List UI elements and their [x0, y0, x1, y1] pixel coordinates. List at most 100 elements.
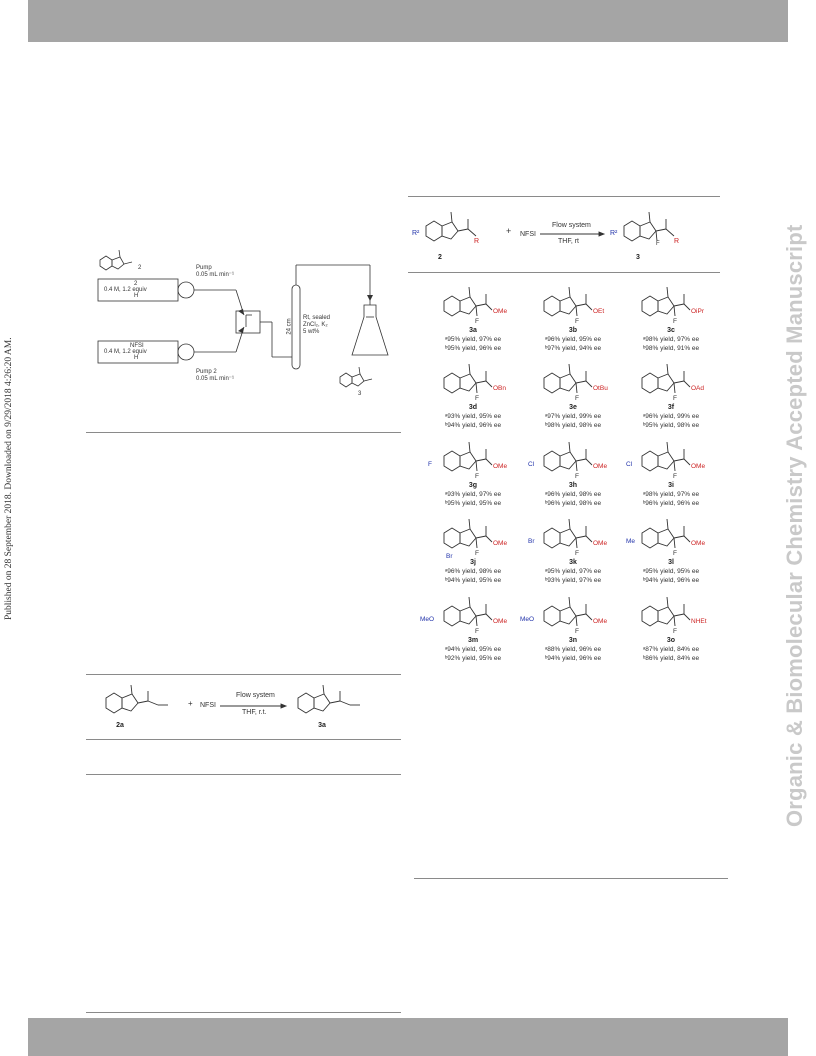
yield-a-3a: ᵃ95% yield, 97% ee — [444, 336, 502, 343]
ester-group-3c: OiPr — [691, 308, 705, 315]
yield-b-3h: ᵇ96% yield, 98% ee — [544, 500, 602, 507]
yield-a-3e: ᵃ97% yield, 99% ee — [544, 413, 602, 420]
yield-b-3e: ᵇ98% yield, 98% ee — [544, 422, 602, 429]
substituent-3k: Br — [528, 538, 535, 545]
fluorine-label-3a: F — [475, 318, 479, 325]
reactor-desc2: ZnCl₂, K₂ — [303, 322, 328, 328]
feed1-line2: 0.4 M, 1.2 equiv — [104, 287, 147, 293]
structure-3a: OMe F — [443, 286, 507, 325]
substituent-3i: Cl — [626, 461, 633, 468]
ester-group-3i: OMe — [691, 463, 705, 470]
feed2-line2: 0.4 M, 1.2 equiv — [104, 349, 147, 355]
yield-a-3f: ᵃ96% yield, 99% ee — [642, 413, 700, 420]
yield-b-3c: ᵇ98% yield, 91% ee — [642, 345, 700, 352]
fluorine-label-3i: F — [673, 473, 677, 480]
compound-label-3i: 3i — [668, 482, 674, 489]
feed2-line1: NFSI — [130, 343, 144, 349]
pump1-rate: 0.05 mL min⁻¹ — [196, 272, 234, 278]
compound-entry-3c: OiPr F 3c ᵃ98% yield, 97% ee ᵇ98% yield, 91%… — [616, 283, 726, 361]
structure-3c: OiPr F — [641, 286, 705, 325]
structure-3g: OMe F F — [428, 441, 507, 480]
compound-label-3k: 3k — [569, 559, 577, 566]
structure-3n: OMe F MeO — [520, 596, 607, 635]
fluorine-label-3n: F — [575, 628, 579, 635]
rule-right-2 — [408, 272, 720, 273]
feed1-line1: 2 — [134, 281, 138, 287]
compound-label-3d: 3d — [468, 404, 478, 411]
pump2-rate: 0.05 mL min⁻¹ — [196, 376, 234, 382]
structure-3k: OMe F Br — [528, 518, 607, 557]
yield-b-3n: ᵇ94% yield, 96% ee — [544, 655, 602, 662]
compound-label-3l: 3l — [668, 559, 674, 566]
yield-b-3b: ᵇ97% yield, 94% ee — [544, 345, 602, 352]
compound-entry-3m: OMe F MeO 3m ᵃ94% yield, 95% ee ᵇ92% yield, 9… — [418, 593, 528, 671]
footer-band — [28, 1018, 788, 1056]
ester-group-3h: OMe — [593, 463, 607, 470]
scheme-small-arrow-top: Flow system — [236, 692, 275, 699]
substituent-3j: Br — [446, 553, 453, 560]
yield-b-3k: ᵇ93% yield, 97% ee — [544, 577, 602, 584]
compound-entry-3d: OBn F 3d ᵃ93% yield, 95% ee ᵇ94% yield, 96% … — [418, 360, 528, 438]
scheme-small-product-label: 3a — [318, 722, 326, 729]
ester-group-3b: OEt — [593, 308, 604, 315]
substituent-3n: MeO — [520, 616, 534, 623]
compound-label-3f: 3f — [667, 404, 675, 411]
fluorine-label-3f: F — [673, 395, 677, 402]
yield-b-3f: ᵇ95% yield, 98% ee — [642, 422, 700, 429]
pump2-label: Pump 2 — [196, 369, 217, 375]
compound-label-3g: 3g — [468, 482, 478, 489]
rule-left-2 — [86, 674, 401, 675]
structure-3d: OBn F — [443, 363, 506, 402]
flow-diagram-graphic — [97, 249, 389, 388]
structure-3m: OMe F MeO — [420, 596, 507, 635]
compound-label-3c: 3c — [667, 327, 675, 334]
yield-a-3k: ᵃ95% yield, 97% ee — [544, 568, 602, 575]
compound-label-3m: 3m — [467, 637, 479, 644]
product-compound: 3 — [358, 391, 362, 397]
reactor-desc3: 5 wt% — [303, 329, 320, 335]
pump1-label: Pump — [196, 265, 212, 271]
structure-3h: OMe F Cl — [528, 441, 607, 480]
rule-right-1 — [408, 196, 720, 197]
fluorine-label-3g: F — [475, 473, 479, 480]
structure-3l: OMe F Me — [626, 518, 705, 557]
ester-group-3o: NHEt — [691, 618, 707, 625]
structure-3o: NHEt F — [641, 596, 707, 635]
yield-a-3d: ᵃ93% yield, 95% ee — [444, 413, 502, 420]
structure-3f: OAd F — [641, 363, 704, 402]
compound-entry-3j: OMe F Br 3j ᵃ96% yield, 98% ee ᵇ94% yield, 95… — [418, 515, 528, 593]
rule-left-1 — [86, 432, 401, 433]
compound-label-3a: 3a — [469, 327, 477, 334]
scheme-small-arrow-bottom: THF, r.t. — [242, 709, 267, 716]
yield-a-3g: ᵃ93% yield, 97% ee — [444, 491, 502, 498]
scheme-main-product-label: 3 — [636, 254, 640, 261]
structure-3i: OMe F Cl — [626, 441, 705, 480]
scheme-main-sub-r2: R² — [610, 230, 618, 237]
scheme-main-arrow-top: Flow system — [552, 222, 591, 229]
fluorine-label-3k: F — [575, 550, 579, 557]
scheme-main-r2: R — [674, 238, 680, 245]
scheme-main-graphic — [425, 211, 675, 242]
ester-group-3d: OBn — [493, 385, 506, 392]
compound-label-3o: 3o — [666, 637, 676, 644]
substituent-3h: Cl — [528, 461, 535, 468]
compound-entry-3b: OEt F 3b ᵃ96% yield, 95% ee ᵇ97% yield, 94% … — [518, 283, 628, 361]
rule-right-3 — [414, 878, 728, 879]
reactor-desc1: Rt, sealed — [303, 315, 331, 321]
rule-left-5 — [86, 1012, 401, 1013]
ester-group-3k: OMe — [593, 540, 607, 547]
yield-a-3j: ᵃ96% yield, 98% ee — [444, 568, 502, 575]
scheme-main-arrow-bottom: THF, rt — [558, 238, 579, 245]
scheme-main-sub-r: R² — [412, 230, 420, 237]
fluorine-label-3l: F — [673, 550, 677, 557]
yield-b-3i: ᵇ96% yield, 96% ee — [642, 500, 700, 507]
scheme-main-r1: R — [474, 238, 480, 245]
compound-entry-3o: NHEt F 3o ᵃ87% yield, 84% ee ᵇ86% yield, 84%… — [616, 593, 726, 671]
scheme-main-reagent: NFSI — [520, 231, 536, 238]
reactor-length: 24 cm — [286, 318, 293, 335]
yield-a-3c: ᵃ98% yield, 97% ee — [642, 336, 700, 343]
yield-b-3g: ᵇ95% yield, 95% ee — [444, 500, 502, 507]
fluorine-label-3j: F — [475, 550, 479, 557]
header-band — [28, 0, 788, 42]
yield-a-3m: ᵃ94% yield, 95% ee — [444, 646, 502, 653]
